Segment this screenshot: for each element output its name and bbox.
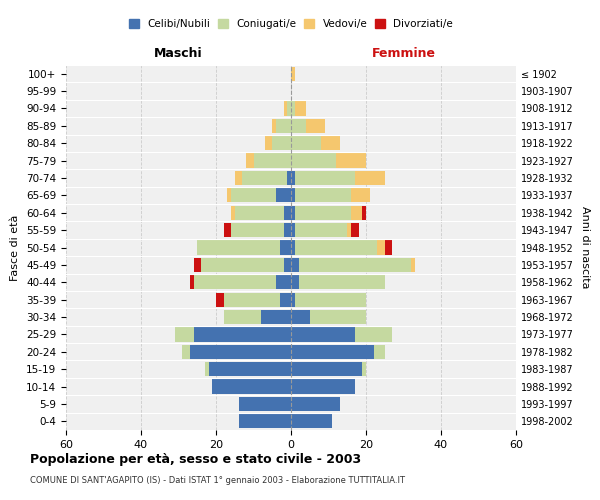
Bar: [265, 136, 272, 150]
Bar: [193, 258, 201, 272]
Bar: [321, 136, 340, 150]
Bar: [291, 171, 295, 185]
Bar: [385, 240, 392, 254]
Bar: [299, 275, 385, 289]
Bar: [272, 136, 291, 150]
Bar: [295, 206, 351, 220]
Bar: [291, 275, 299, 289]
Bar: [351, 223, 359, 237]
Bar: [197, 240, 280, 254]
Bar: [201, 258, 284, 272]
Bar: [291, 223, 295, 237]
Bar: [216, 292, 223, 307]
Bar: [242, 171, 287, 185]
Bar: [295, 171, 355, 185]
Bar: [276, 275, 291, 289]
Bar: [291, 206, 295, 220]
Bar: [291, 118, 306, 133]
Bar: [362, 362, 366, 376]
Bar: [284, 223, 291, 237]
Bar: [284, 102, 287, 116]
Bar: [295, 223, 347, 237]
Bar: [209, 362, 291, 376]
Bar: [291, 136, 321, 150]
Bar: [227, 188, 231, 202]
Bar: [291, 362, 362, 376]
Bar: [295, 188, 351, 202]
Bar: [291, 292, 295, 307]
Text: Maschi: Maschi: [154, 47, 203, 60]
Bar: [272, 118, 276, 133]
Bar: [310, 310, 366, 324]
Bar: [190, 275, 193, 289]
Bar: [235, 206, 284, 220]
Bar: [287, 102, 291, 116]
Bar: [291, 66, 295, 81]
Bar: [223, 292, 280, 307]
Bar: [175, 328, 193, 342]
Bar: [182, 344, 190, 359]
Bar: [280, 240, 291, 254]
Y-axis label: Fasce di età: Fasce di età: [10, 214, 20, 280]
Bar: [193, 328, 291, 342]
Bar: [239, 397, 291, 411]
Bar: [377, 240, 385, 254]
Bar: [223, 310, 261, 324]
Bar: [291, 328, 355, 342]
Bar: [411, 258, 415, 272]
Bar: [231, 223, 284, 237]
Bar: [254, 154, 291, 168]
Bar: [295, 292, 366, 307]
Bar: [299, 258, 411, 272]
Bar: [291, 380, 355, 394]
Bar: [291, 102, 295, 116]
Text: COMUNE DI SANT'AGAPITO (IS) - Dati ISTAT 1° gennaio 2003 - Elaborazione TUTTITAL: COMUNE DI SANT'AGAPITO (IS) - Dati ISTAT…: [30, 476, 405, 485]
Bar: [284, 206, 291, 220]
Bar: [284, 258, 291, 272]
Bar: [231, 206, 235, 220]
Bar: [291, 240, 295, 254]
Bar: [291, 344, 373, 359]
Bar: [355, 171, 385, 185]
Bar: [347, 223, 351, 237]
Bar: [239, 414, 291, 428]
Y-axis label: Anni di nascita: Anni di nascita: [580, 206, 590, 289]
Legend: Celibi/Nubili, Coniugati/e, Vedovi/e, Divorziati/e: Celibi/Nubili, Coniugati/e, Vedovi/e, Di…: [129, 19, 453, 29]
Bar: [291, 414, 332, 428]
Bar: [355, 328, 392, 342]
Text: Popolazione per età, sesso e stato civile - 2003: Popolazione per età, sesso e stato civil…: [30, 452, 361, 466]
Bar: [291, 397, 340, 411]
Bar: [190, 344, 291, 359]
Bar: [351, 188, 370, 202]
Bar: [193, 275, 276, 289]
Bar: [261, 310, 291, 324]
Bar: [280, 292, 291, 307]
Bar: [246, 154, 254, 168]
Bar: [336, 154, 366, 168]
Bar: [223, 223, 231, 237]
Bar: [231, 188, 276, 202]
Bar: [276, 188, 291, 202]
Bar: [291, 258, 299, 272]
Bar: [373, 344, 385, 359]
Bar: [291, 188, 295, 202]
Text: Femmine: Femmine: [371, 47, 436, 60]
Bar: [362, 206, 366, 220]
Bar: [205, 362, 209, 376]
Bar: [295, 102, 306, 116]
Bar: [295, 240, 377, 254]
Bar: [291, 310, 310, 324]
Bar: [306, 118, 325, 133]
Bar: [276, 118, 291, 133]
Bar: [235, 171, 242, 185]
Bar: [351, 206, 362, 220]
Bar: [212, 380, 291, 394]
Bar: [287, 171, 291, 185]
Bar: [291, 154, 336, 168]
